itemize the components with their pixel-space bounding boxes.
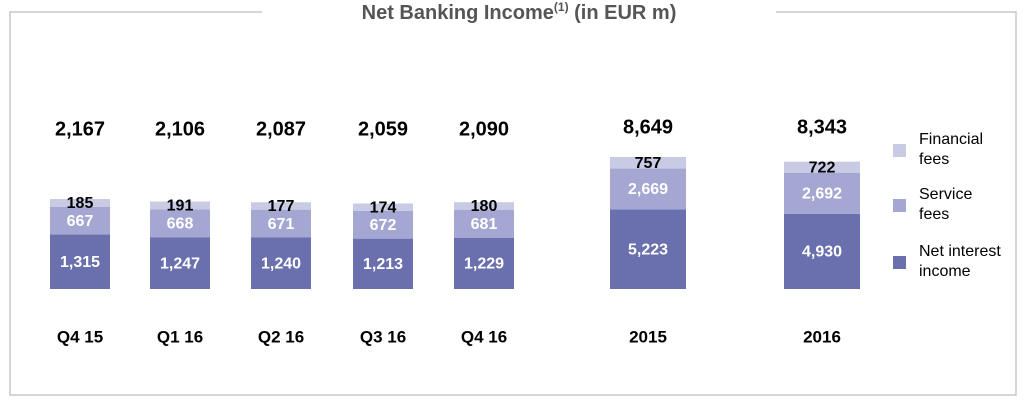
total-label: 2,059 (358, 118, 408, 140)
bar-segment: Service fees (50, 206, 110, 235)
legend-label: Service (919, 186, 972, 203)
legend-label: Net interest (919, 243, 1001, 260)
total-label: 2,106 (155, 118, 205, 140)
bar-segment: Net interest income (610, 209, 686, 289)
segment-label: 757 (635, 155, 662, 172)
title-suffix: (in EUR m) (569, 2, 677, 24)
total-label: 8,343 (797, 116, 847, 138)
bar-segment: Net interest income (784, 213, 860, 289)
legend-label: fees (919, 151, 949, 168)
x-tick-label: Q3 16 (360, 327, 406, 346)
legend-label: income (919, 263, 971, 280)
bar-segment: Financial fees (150, 201, 210, 210)
bar-segment: Net interest income (353, 238, 413, 289)
segment-label: 5,223 (628, 241, 668, 258)
bar-segment: Financial fees (353, 203, 413, 211)
x-tick-label: Q4 16 (461, 327, 507, 346)
total-label: 2,087 (256, 118, 306, 140)
segment-label: 672 (370, 217, 397, 234)
chart-title: Net Banking Income(1) (in EUR m) (362, 0, 677, 24)
title-main: Net Banking Income (362, 2, 554, 24)
legend-label: Financial (919, 131, 983, 148)
bar-segment: Net interest income (150, 237, 210, 289)
total-label: 8,649 (623, 116, 673, 138)
segment-label: 667 (67, 213, 94, 230)
legend-swatch (893, 199, 906, 212)
bar-segment: Service fees (251, 209, 311, 238)
segment-label: 4,930 (802, 244, 842, 261)
segment-label: 185 (67, 195, 94, 212)
x-tick-label: Q2 16 (258, 327, 304, 346)
x-tick-label: Q4 15 (57, 327, 103, 346)
segment-label: 177 (268, 198, 295, 215)
bar-segment: Financial fees (454, 202, 514, 210)
segment-label: 671 (268, 216, 295, 233)
segment-label: 1,229 (464, 256, 504, 273)
bar-segment: Service fees (353, 210, 413, 239)
title-note: (1) (554, 0, 569, 14)
segment-label: 180 (471, 198, 498, 215)
segment-label: 1,247 (160, 255, 200, 272)
segment-label: 191 (167, 198, 194, 215)
bar-segment: Net interest income (454, 237, 514, 289)
legend-label: fees (919, 206, 949, 223)
bar-segment: Service fees (454, 209, 514, 238)
x-tick-label: Q1 16 (157, 327, 203, 346)
segment-label: 722 (809, 159, 836, 176)
bar-segment: Financial fees (610, 157, 686, 169)
segment-label: 668 (167, 216, 194, 233)
frame (9, 11, 1017, 396)
bar-segment: Net interest income (251, 237, 311, 289)
segment-label: 1,240 (261, 255, 301, 272)
segment-label: 1,315 (60, 254, 100, 271)
legend-swatch (893, 144, 906, 157)
x-tick-label: 2015 (629, 327, 667, 346)
bar-segment: Service fees (610, 168, 686, 210)
segment-label: 2,669 (628, 181, 668, 198)
bar-segment: Financial fees (251, 202, 311, 210)
bar-segment: Service fees (784, 172, 860, 214)
segment-label: 681 (471, 216, 498, 233)
bar-segment: Financial fees (50, 199, 110, 207)
segment-label: 2,692 (802, 185, 842, 202)
legend-swatch (893, 256, 906, 269)
bar-segment: Financial fees (784, 161, 860, 173)
segment-label: 174 (370, 199, 397, 216)
total-label: 2,090 (459, 118, 509, 140)
segment-label: 1,213 (363, 256, 403, 273)
bar-segment: Net interest income (50, 234, 110, 289)
bar-segment: Service fees (150, 209, 210, 238)
total-label: 2,167 (55, 118, 105, 140)
x-tick-label: 2016 (803, 327, 841, 346)
